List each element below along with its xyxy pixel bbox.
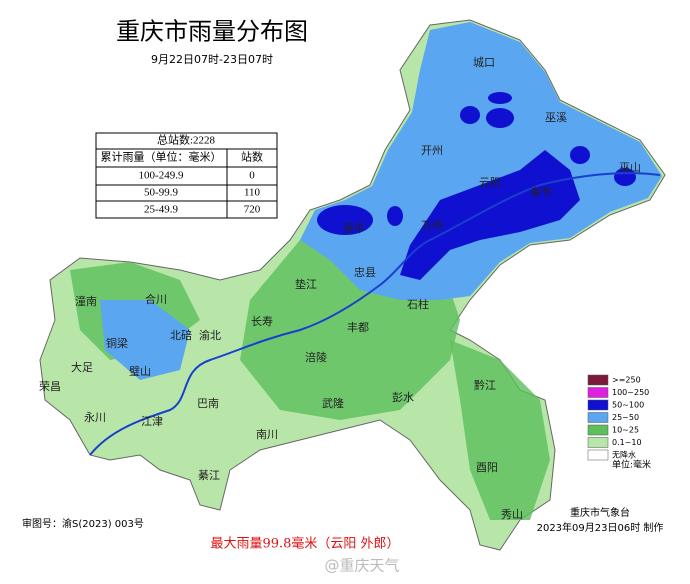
rain-zone-darkblue: [460, 106, 480, 124]
rain-zone-darkblue: [488, 92, 512, 104]
place-label: 武隆: [322, 396, 344, 410]
legend-swatch: [587, 449, 609, 461]
rain-zone-darkblue: [400, 150, 580, 280]
max-rain: 最大雨量99.8毫米（云阳 外郎）: [210, 536, 399, 552]
legend-label: 0.1~10: [612, 438, 642, 447]
table-total: 总站数:2228: [157, 133, 216, 147]
place-label: 大足: [71, 360, 93, 374]
place-label: 秀山: [501, 508, 523, 521]
table-cell: 720: [244, 204, 261, 216]
legend-swatch: [587, 424, 609, 436]
rain-zone-blue: [300, 22, 662, 300]
rain-zone-green: [450, 340, 550, 520]
place-label: 合川: [145, 292, 167, 306]
place-label: 涪陵: [305, 350, 327, 364]
legend-unit: 单位:毫米: [612, 459, 651, 471]
place-label: 丰都: [347, 321, 369, 334]
legend-label: 10~25: [612, 426, 639, 435]
place-label: 璧山: [129, 364, 151, 378]
place-label: 彭水: [392, 390, 414, 404]
place-label: 垫江: [295, 277, 317, 291]
legend-swatch: [587, 437, 609, 448]
made-time: 2023年09月23日06时 制作: [537, 521, 664, 534]
place-label: 梁平: [343, 221, 365, 235]
place-label: 巫山: [619, 161, 641, 174]
legend-label: >=250: [612, 376, 641, 385]
place-label: 云阳: [479, 176, 501, 189]
table-cell: 25-49.9: [144, 204, 178, 216]
place-label: 酉阳: [476, 461, 498, 474]
place-label: 开州: [421, 144, 443, 157]
rain-zone-darkblue: [570, 146, 590, 164]
legend-swatch: [587, 412, 609, 423]
place-label: 綦江: [198, 469, 220, 482]
legend-swatch: [587, 399, 609, 411]
place-label: 江津: [141, 415, 163, 428]
rain-zone-darkblue: [317, 205, 373, 235]
table-header: 站数: [241, 150, 263, 164]
place-label: 石柱: [407, 297, 429, 311]
place-label: 忠县: [354, 266, 376, 279]
place-label: 永川: [84, 410, 106, 424]
rain-zone-blue: [100, 300, 190, 380]
legend-swatch: [587, 387, 609, 398]
legend-label: 25~50: [612, 413, 639, 422]
river: [89, 172, 661, 456]
table-cell: 100-249.9: [139, 170, 184, 182]
place-label: 北碚: [170, 328, 192, 342]
place-label: 长寿: [251, 314, 273, 328]
place-label: 巫溪: [545, 111, 567, 124]
place-label: 铜梁: [106, 336, 128, 350]
watermark: @重庆天气: [324, 557, 399, 575]
legend-swatch: [587, 374, 609, 386]
legend-label: 无降水: [612, 450, 636, 460]
place-label: 荣昌: [39, 380, 61, 393]
table-cell: 110: [244, 187, 261, 199]
place-label: 渝北: [199, 328, 221, 342]
place-label: 南川: [256, 428, 278, 441]
place-label: 奉节: [530, 185, 552, 199]
legend-label: 100~250: [612, 388, 649, 397]
place-label: 城口: [473, 56, 495, 69]
subtitle: 9月22日07时-23日07时: [151, 53, 273, 66]
place-label: 潼南: [75, 294, 97, 308]
rain-zone-darkblue: [486, 108, 514, 128]
place-label: 万州: [421, 219, 443, 232]
rain-zone-darkblue: [387, 206, 403, 226]
title: 重庆市雨量分布图: [116, 18, 308, 46]
legend-label: 50~100: [612, 401, 644, 410]
issuer: 重庆市气象台: [570, 506, 630, 519]
place-label: 黔江: [474, 378, 496, 392]
table-cell: 0: [249, 170, 255, 182]
table-header: 累计雨量（单位：毫米）: [101, 150, 222, 164]
map-number: 审图号：渝S(2023) 003号: [22, 517, 144, 530]
table-cell: 50-99.9: [144, 187, 178, 199]
stats-table: [95, 132, 278, 219]
place-label: 巴南: [197, 397, 219, 410]
